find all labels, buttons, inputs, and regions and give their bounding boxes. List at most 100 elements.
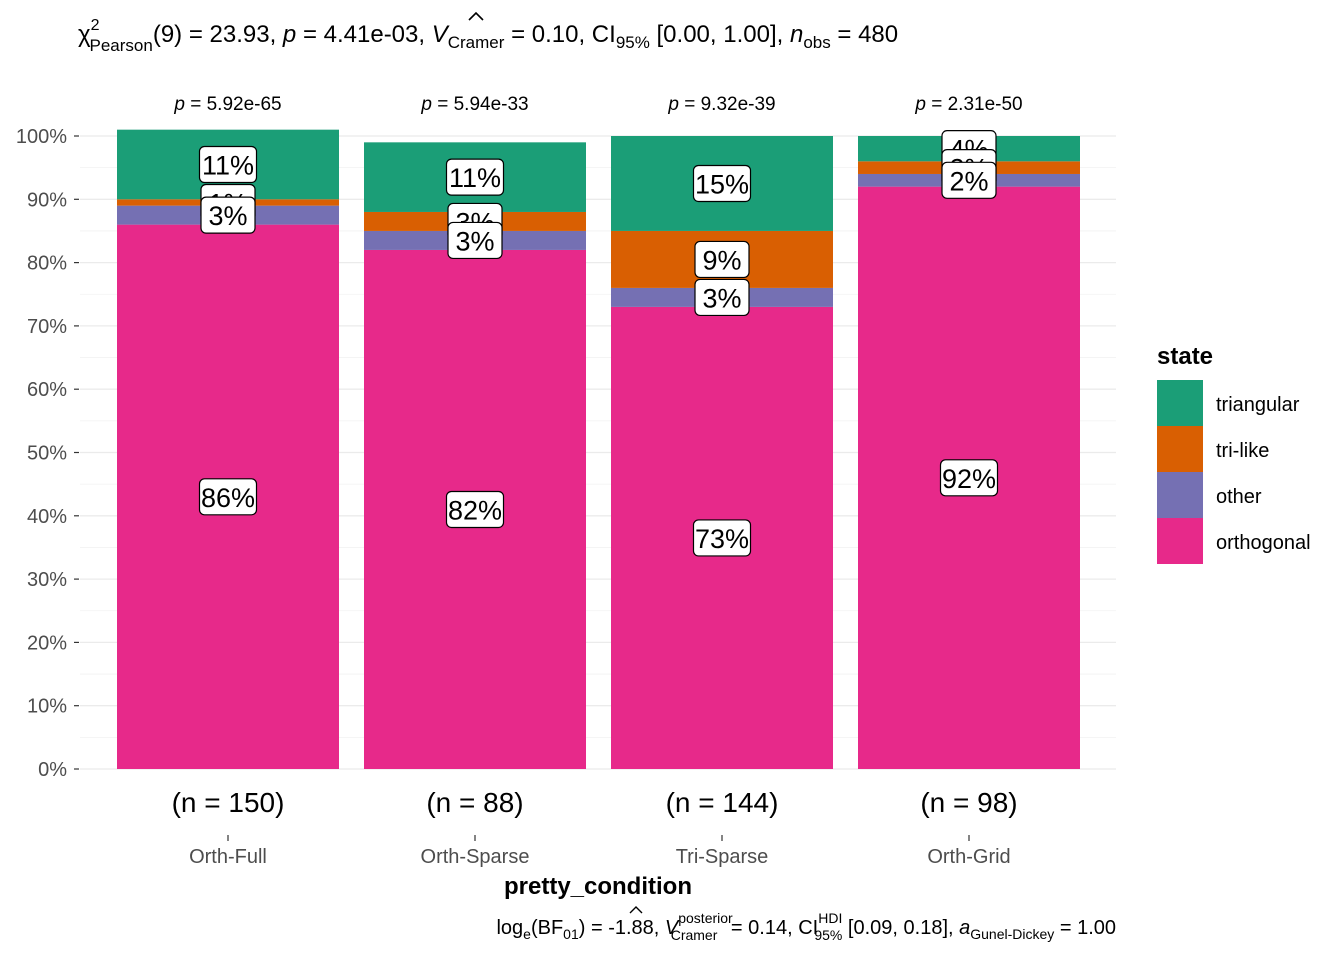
p-value-label: p = 5.94e-33 [420, 94, 528, 115]
caption-bf-sub: 01 [563, 926, 579, 942]
y-tick-label: 70% [27, 316, 67, 338]
caption-a-symbol: a [959, 917, 970, 939]
caption-part3: [0.09, 0.18], [842, 917, 959, 939]
x-tick-label: Orth-Full [189, 846, 267, 868]
p-value-label: p = 9.32e-39 [667, 94, 775, 115]
y-axis: 0% 10% 20% 30% 40% 50% 60% 70% 80% 90% 100% [16, 126, 79, 781]
x-tick-label: Tri-Sparse [676, 846, 769, 868]
percent-label-box [198, 478, 258, 516]
percent-labels: 11%1%3%86%11%3%3%82%15%9%3%73%4%2%2%92% [198, 130, 999, 557]
percent-label-box [941, 161, 997, 199]
percent-label-box [198, 145, 258, 184]
legend-key-orthogonal [1157, 518, 1203, 564]
y-tick-label: 20% [27, 632, 67, 654]
caption-bf-close: ) = -1.88, [579, 917, 665, 939]
percent-label-text: 3% [208, 201, 247, 231]
y-tick-label: 30% [27, 569, 67, 591]
title-part3: = 0.10, CI [504, 21, 615, 48]
percent-label-text: 15% [695, 169, 749, 199]
p-value-labels: p = 5.92e-65 p = 5.94e-33 p = 9.32e-39 p = … [173, 94, 1022, 115]
percent-label-box [200, 196, 256, 234]
y-tick-label: 100% [16, 126, 67, 148]
title-p-symbol: p [282, 21, 296, 48]
percent-label-text: 92% [942, 464, 996, 494]
title-chi-sub: Pearson [90, 36, 153, 55]
title-n-symbol: n [790, 21, 803, 48]
percent-label: 73% [692, 519, 752, 557]
caption-v-sub: Cramer [671, 927, 718, 943]
percent-label: 3% [694, 278, 750, 317]
percent-label: 86% [198, 478, 258, 516]
caption-v-hat [629, 906, 643, 914]
percent-label-box [694, 278, 750, 317]
legend: state triangular tri-like other orthogonal [1157, 343, 1311, 564]
p-value-label: p = 5.92e-65 [173, 94, 281, 115]
percent-label-text: 11% [449, 163, 501, 193]
caption-log: log [496, 917, 523, 939]
y-tick-label: 40% [27, 506, 67, 528]
percent-label-text: 3% [702, 283, 741, 313]
percent-label-box [694, 240, 750, 279]
percent-label-box [445, 158, 505, 196]
y-tick-label: 50% [27, 443, 67, 465]
percent-label: 3% [200, 196, 256, 234]
percent-label-box [445, 490, 505, 529]
percent-label-text: 11% [202, 150, 254, 180]
title-v-hat [468, 11, 484, 21]
percent-label: 2% [941, 161, 997, 199]
legend-key-tri-like [1157, 426, 1203, 472]
legend-title: state [1157, 343, 1213, 370]
title-part4: [0.00, 1.00], [650, 21, 790, 48]
legend-label-orthogonal: orthogonal [1216, 532, 1311, 554]
x-tick-label: Orth-Sparse [421, 846, 530, 868]
n-count-label: (n = 150) [172, 787, 285, 818]
caption-bf-open: (BF [531, 917, 563, 939]
title-n-sub: obs [803, 33, 830, 52]
percent-label: 92% [939, 459, 999, 497]
percent-label: 11% [198, 145, 258, 184]
title-chi-sup: 2 [91, 17, 100, 34]
percent-label: 9% [694, 240, 750, 279]
caption-v-sup: posterior [678, 910, 733, 926]
chart-title: χ2 Pearson(9) = 23.93, p = 4.41e-03, VCra… [78, 17, 898, 55]
percent-label: 82% [445, 490, 505, 529]
title-chi-symbol: χ [78, 21, 91, 48]
title-v-sub: Cramer [448, 33, 505, 52]
p-symbol: p [420, 94, 432, 115]
y-tick-label: 80% [27, 253, 67, 275]
title-ci-sub: 95% [616, 33, 650, 52]
percent-label-box [692, 164, 752, 203]
percent-label-box [447, 221, 503, 260]
percent-label-text: 86% [201, 483, 255, 513]
legend-label-triangular: triangular [1216, 394, 1300, 416]
caption-log-sub: e [523, 926, 531, 942]
y-tick-label: 0% [38, 759, 67, 781]
caption-v-symbol: V [665, 917, 680, 939]
y-tick-label: 90% [27, 189, 67, 211]
title-part5: = 480 [831, 21, 898, 48]
title-part1: (9) = 23.93, [153, 21, 283, 48]
y-tick-label: 60% [27, 379, 67, 401]
percent-label: 11% [445, 158, 505, 196]
p-value-label: p = 2.31e-50 [914, 94, 1022, 115]
p-value-text: = 5.94e-33 [432, 94, 529, 115]
percent-label-box [692, 519, 752, 557]
caption-part4: = 1.00 [1054, 917, 1116, 939]
caption-a-sub: Gunel-Dickey [970, 926, 1054, 942]
p-value-text: = 2.31e-50 [926, 94, 1023, 115]
p-symbol: p [667, 94, 679, 115]
percent-label-box [939, 459, 999, 497]
legend-key-triangular [1157, 380, 1203, 426]
legend-key-other [1157, 472, 1203, 518]
y-tick-label: 10% [27, 696, 67, 718]
percent-label-text: 82% [448, 495, 502, 525]
n-count-label: (n = 144) [666, 787, 779, 818]
x-tick-label: Orth-Grid [927, 846, 1010, 868]
bars [117, 129, 1080, 769]
legend-label-tri-like: tri-like [1216, 440, 1269, 462]
percent-label: 3% [447, 221, 503, 260]
p-value-text: = 9.32e-39 [679, 94, 776, 115]
percent-label-text: 73% [695, 524, 749, 554]
p-symbol: p [914, 94, 926, 115]
percent-label-text: 2% [949, 166, 988, 196]
